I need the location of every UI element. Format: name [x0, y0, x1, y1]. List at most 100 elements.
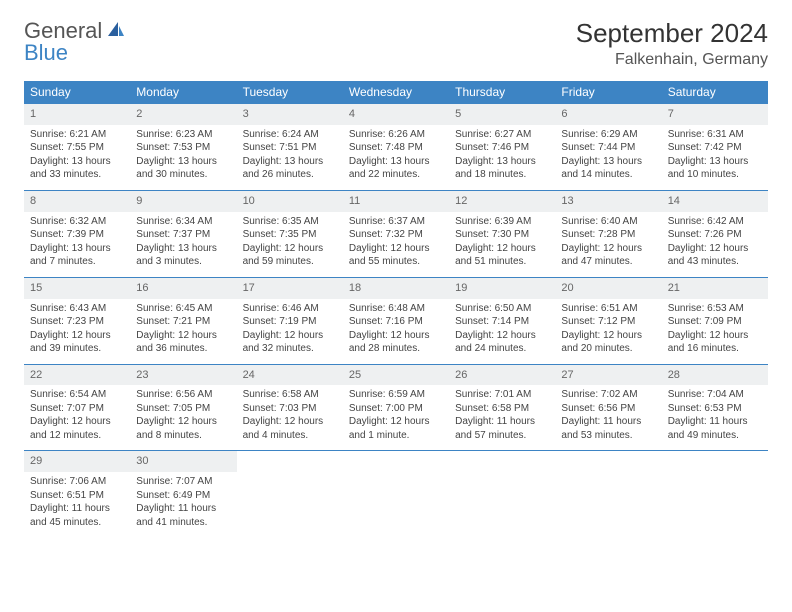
sunrise-text: Sunrise: 6:23 AM	[136, 128, 230, 142]
sunrise-text: Sunrise: 6:35 AM	[243, 215, 337, 229]
sunset-text: Sunset: 7:32 PM	[349, 228, 443, 242]
day-number: 30	[130, 451, 236, 472]
calendar-day-cell: 29Sunrise: 7:06 AMSunset: 6:51 PMDayligh…	[24, 451, 130, 537]
sunset-text: Sunset: 6:53 PM	[668, 402, 762, 416]
sunrise-text: Sunrise: 6:45 AM	[136, 302, 230, 316]
daylight-text: Daylight: 13 hours and 7 minutes.	[30, 242, 124, 269]
sail-icon	[106, 20, 126, 43]
sunset-text: Sunset: 7:46 PM	[455, 141, 549, 155]
daylight-text: Daylight: 12 hours and 47 minutes.	[561, 242, 655, 269]
sunrise-text: Sunrise: 6:59 AM	[349, 388, 443, 402]
sunset-text: Sunset: 7:53 PM	[136, 141, 230, 155]
sunrise-text: Sunrise: 6:53 AM	[668, 302, 762, 316]
calendar-day-cell: 28Sunrise: 7:04 AMSunset: 6:53 PMDayligh…	[662, 364, 768, 451]
calendar-day-cell: 30Sunrise: 7:07 AMSunset: 6:49 PMDayligh…	[130, 451, 236, 537]
sunset-text: Sunset: 7:48 PM	[349, 141, 443, 155]
day-number: 14	[662, 191, 768, 212]
daylight-text: Daylight: 13 hours and 33 minutes.	[30, 155, 124, 182]
sunset-text: Sunset: 7:44 PM	[561, 141, 655, 155]
calendar-week-row: 15Sunrise: 6:43 AMSunset: 7:23 PMDayligh…	[24, 277, 768, 364]
calendar-day-cell: 7Sunrise: 6:31 AMSunset: 7:42 PMDaylight…	[662, 104, 768, 191]
calendar-day-cell: 21Sunrise: 6:53 AMSunset: 7:09 PMDayligh…	[662, 277, 768, 364]
day-number: 27	[555, 365, 661, 386]
calendar-day-cell: 6Sunrise: 6:29 AMSunset: 7:44 PMDaylight…	[555, 104, 661, 191]
day-number: 10	[237, 191, 343, 212]
daylight-text: Daylight: 12 hours and 1 minute.	[349, 415, 443, 442]
daylight-text: Daylight: 12 hours and 51 minutes.	[455, 242, 549, 269]
daylight-text: Daylight: 12 hours and 20 minutes.	[561, 329, 655, 356]
sunrise-text: Sunrise: 6:46 AM	[243, 302, 337, 316]
calendar-day-cell	[237, 451, 343, 537]
sunrise-text: Sunrise: 6:26 AM	[349, 128, 443, 142]
calendar-day-cell: 19Sunrise: 6:50 AMSunset: 7:14 PMDayligh…	[449, 277, 555, 364]
daylight-text: Daylight: 13 hours and 18 minutes.	[455, 155, 549, 182]
daylight-text: Daylight: 13 hours and 3 minutes.	[136, 242, 230, 269]
daylight-text: Daylight: 11 hours and 41 minutes.	[136, 502, 230, 529]
calendar-week-row: 22Sunrise: 6:54 AMSunset: 7:07 PMDayligh…	[24, 364, 768, 451]
calendar-day-cell: 16Sunrise: 6:45 AMSunset: 7:21 PMDayligh…	[130, 277, 236, 364]
sunset-text: Sunset: 6:49 PM	[136, 489, 230, 503]
day-number: 26	[449, 365, 555, 386]
daylight-text: Daylight: 12 hours and 4 minutes.	[243, 415, 337, 442]
sunrise-text: Sunrise: 6:32 AM	[30, 215, 124, 229]
calendar-day-cell: 18Sunrise: 6:48 AMSunset: 7:16 PMDayligh…	[343, 277, 449, 364]
day-number: 19	[449, 278, 555, 299]
day-number: 13	[555, 191, 661, 212]
calendar-day-cell: 4 Sunrise: 6:26 AMSunset: 7:48 PMDaylight…	[343, 104, 449, 191]
day-number: 8	[24, 191, 130, 212]
sunrise-text: Sunrise: 6:51 AM	[561, 302, 655, 316]
day-number: 5	[449, 104, 555, 125]
sunrise-text: Sunrise: 6:39 AM	[455, 215, 549, 229]
day-number: 6	[555, 104, 661, 125]
day-number: 3	[237, 104, 343, 125]
sunset-text: Sunset: 7:19 PM	[243, 315, 337, 329]
daylight-text: Daylight: 12 hours and 8 minutes.	[136, 415, 230, 442]
calendar-table: Sunday Monday Tuesday Wednesday Thursday…	[24, 81, 768, 537]
calendar-day-cell: 3Sunrise: 6:24 AMSunset: 7:51 PMDaylight…	[237, 104, 343, 191]
daylight-text: Daylight: 12 hours and 59 minutes.	[243, 242, 337, 269]
daylight-text: Daylight: 11 hours and 49 minutes.	[668, 415, 762, 442]
sunset-text: Sunset: 7:30 PM	[455, 228, 549, 242]
day-number: 23	[130, 365, 236, 386]
sunrise-text: Sunrise: 6:42 AM	[668, 215, 762, 229]
calendar-day-cell: 12Sunrise: 6:39 AMSunset: 7:30 PMDayligh…	[449, 190, 555, 277]
sunrise-text: Sunrise: 6:37 AM	[349, 215, 443, 229]
day-number: 16	[130, 278, 236, 299]
day-number: 24	[237, 365, 343, 386]
day-number: 25	[343, 365, 449, 386]
calendar-day-cell: 17Sunrise: 6:46 AMSunset: 7:19 PMDayligh…	[237, 277, 343, 364]
sunset-text: Sunset: 7:07 PM	[30, 402, 124, 416]
weekday-header: Friday	[555, 81, 661, 104]
logo-text-blue: Blue	[24, 40, 68, 65]
day-number: 18	[343, 278, 449, 299]
calendar-day-cell: 9Sunrise: 6:34 AMSunset: 7:37 PMDaylight…	[130, 190, 236, 277]
sunset-text: Sunset: 6:56 PM	[561, 402, 655, 416]
sunrise-text: Sunrise: 7:06 AM	[30, 475, 124, 489]
day-number: 17	[237, 278, 343, 299]
daylight-text: Daylight: 13 hours and 22 minutes.	[349, 155, 443, 182]
weekday-header: Tuesday	[237, 81, 343, 104]
daylight-text: Daylight: 11 hours and 57 minutes.	[455, 415, 549, 442]
sunset-text: Sunset: 7:14 PM	[455, 315, 549, 329]
sunset-text: Sunset: 6:58 PM	[455, 402, 549, 416]
calendar-day-cell: 20Sunrise: 6:51 AMSunset: 7:12 PMDayligh…	[555, 277, 661, 364]
sunrise-text: Sunrise: 6:21 AM	[30, 128, 124, 142]
sunrise-text: Sunrise: 6:48 AM	[349, 302, 443, 316]
sunset-text: Sunset: 7:42 PM	[668, 141, 762, 155]
weekday-header: Sunday	[24, 81, 130, 104]
day-number: 1	[24, 104, 130, 125]
daylight-text: Daylight: 12 hours and 16 minutes.	[668, 329, 762, 356]
calendar-day-cell: 23Sunrise: 6:56 AMSunset: 7:05 PMDayligh…	[130, 364, 236, 451]
sunrise-text: Sunrise: 7:04 AM	[668, 388, 762, 402]
weekday-header-row: Sunday Monday Tuesday Wednesday Thursday…	[24, 81, 768, 104]
daylight-text: Daylight: 12 hours and 36 minutes.	[136, 329, 230, 356]
calendar-day-cell: 27Sunrise: 7:02 AMSunset: 6:56 PMDayligh…	[555, 364, 661, 451]
sunset-text: Sunset: 7:37 PM	[136, 228, 230, 242]
daylight-text: Daylight: 11 hours and 45 minutes.	[30, 502, 124, 529]
day-number: 4	[343, 104, 449, 125]
day-number: 20	[555, 278, 661, 299]
sunset-text: Sunset: 7:23 PM	[30, 315, 124, 329]
sunrise-text: Sunrise: 6:50 AM	[455, 302, 549, 316]
sunset-text: Sunset: 7:05 PM	[136, 402, 230, 416]
calendar-day-cell: 5Sunrise: 6:27 AMSunset: 7:46 PMDaylight…	[449, 104, 555, 191]
